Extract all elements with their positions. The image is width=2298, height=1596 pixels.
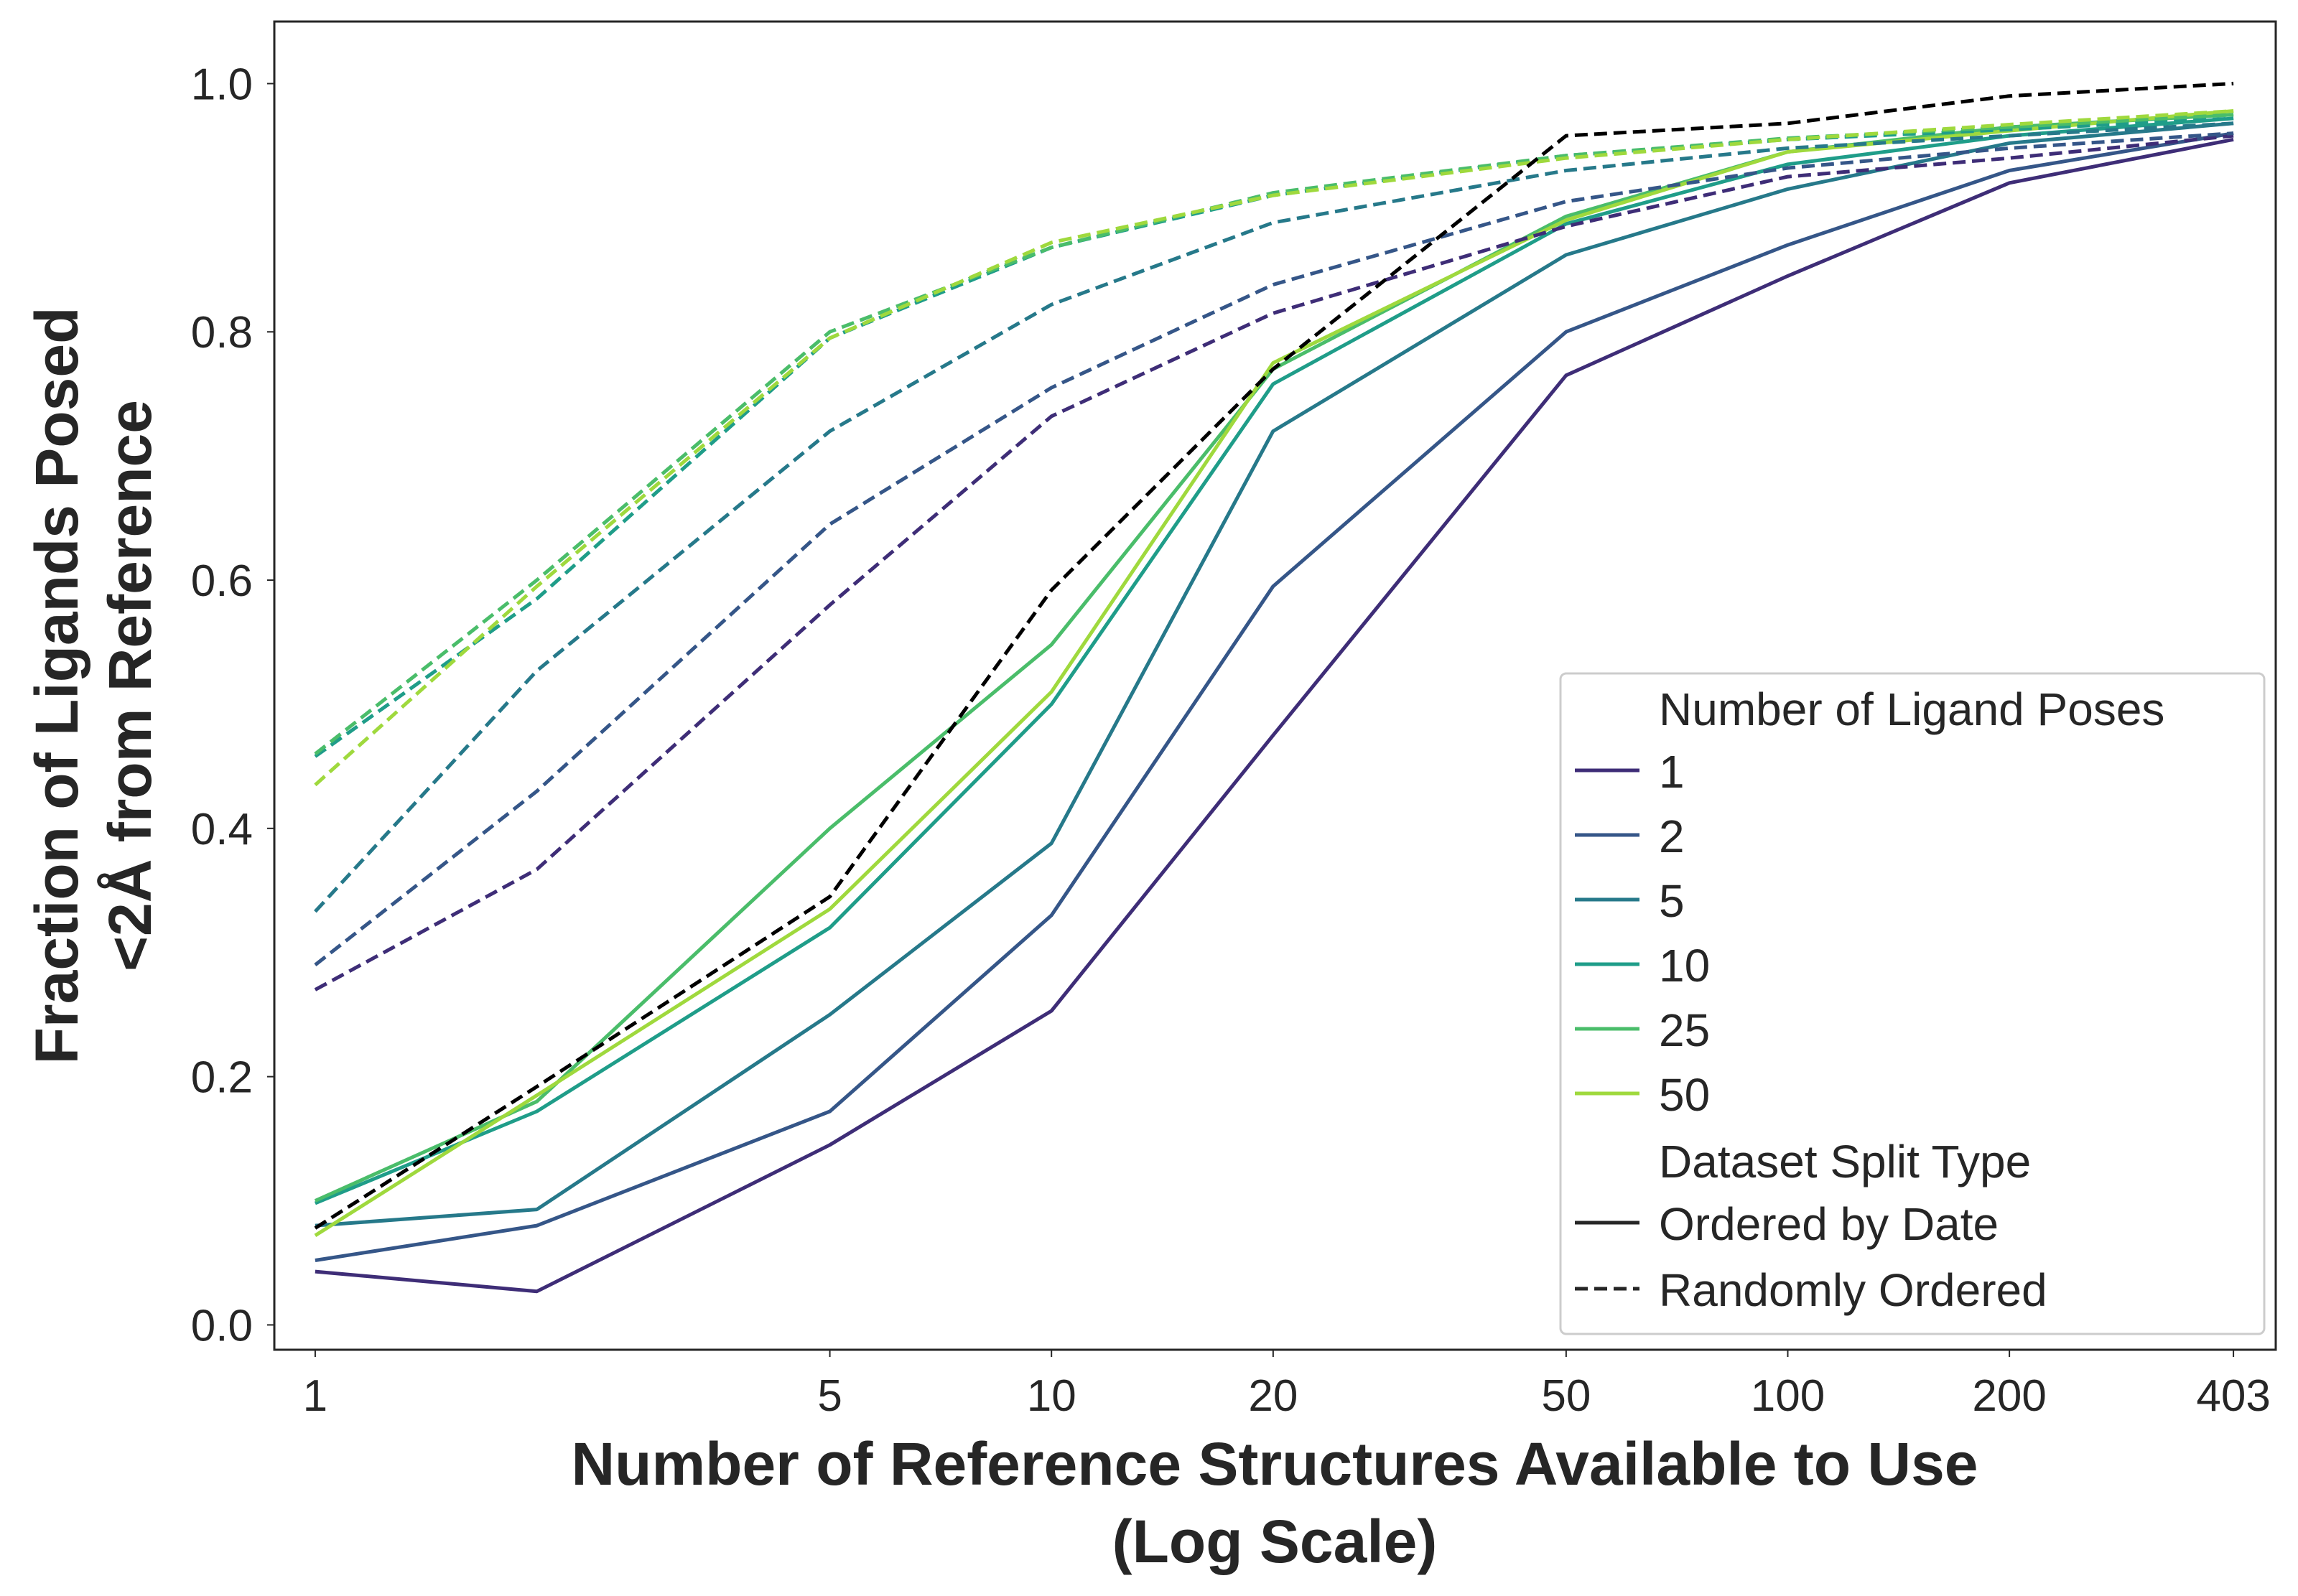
legend-label: 1 (1659, 746, 1685, 798)
legend-label: 25 (1659, 1004, 1710, 1056)
series-line-5-poses-date (315, 121, 2234, 1228)
y-axis-label-line1: Fraction of Ligands Posed (23, 307, 90, 1065)
series-line-50-poses-random (314, 109, 2234, 787)
x-tick-label: 200 (1972, 1371, 2046, 1421)
legend-label: 50 (1659, 1069, 1710, 1121)
legend-label: 5 (1659, 875, 1685, 927)
x-tick-label: 1 (303, 1371, 327, 1421)
legend-style-title: Dataset Split Type (1659, 1136, 2031, 1187)
series-line-reference-random (314, 81, 2234, 1230)
legend-label: 2 (1659, 811, 1685, 862)
y-tick-label: 0.8 (191, 308, 253, 358)
legend-label: 10 (1659, 940, 1710, 991)
series-layer (314, 81, 2234, 1294)
x-tick-label: 10 (1027, 1371, 1076, 1421)
legend-hue-title: Number of Ligand Poses (1659, 683, 2164, 735)
y-axis-label-line2: <2Å from Reference (96, 400, 164, 971)
y-tick-label: 0.2 (191, 1053, 253, 1103)
series-line-1-poses-date (315, 137, 2234, 1294)
series-line-50-poses-date (314, 109, 2234, 1238)
x-axis-label-line1: Number of Reference Structures Available… (571, 1430, 1978, 1498)
series-line-10-poses-date (314, 116, 2234, 1205)
legend-box (1559, 672, 2266, 1335)
series-line-1-poses-random (314, 134, 2234, 991)
x-axis: 1 5 10 20 50 100 200 403 (303, 1350, 2271, 1421)
legend-style-entries: Ordered by Date Randomly Ordered (1575, 1198, 2047, 1316)
y-tick-label: 1.0 (191, 60, 253, 109)
legend-style-label: Ordered by Date (1659, 1198, 1999, 1250)
series-line-2-poses-date (315, 131, 2234, 1262)
x-tick-label: 100 (1751, 1371, 1825, 1421)
x-tick-label: 403 (2196, 1371, 2270, 1421)
x-tick-label: 20 (1248, 1371, 1298, 1421)
x-tick-label: 5 (817, 1371, 842, 1421)
y-tick-label: 0.0 (191, 1301, 253, 1350)
y-tick-label: 0.4 (191, 805, 253, 854)
legend-style-label: Randomly Ordered (1659, 1264, 2047, 1316)
y-axis: 0.0 0.2 0.4 0.6 0.8 1.0 (191, 60, 274, 1350)
series-line-2-poses-random (314, 131, 2234, 966)
y-tick-label: 0.6 (191, 556, 253, 606)
x-tick-label: 50 (1541, 1371, 1591, 1421)
series-line-5-poses-random (314, 121, 2234, 913)
series-line-25-poses-random (314, 113, 2234, 756)
x-axis-label-line2: (Log Scale) (1112, 1508, 1438, 1575)
plot-frame (273, 20, 2277, 1351)
